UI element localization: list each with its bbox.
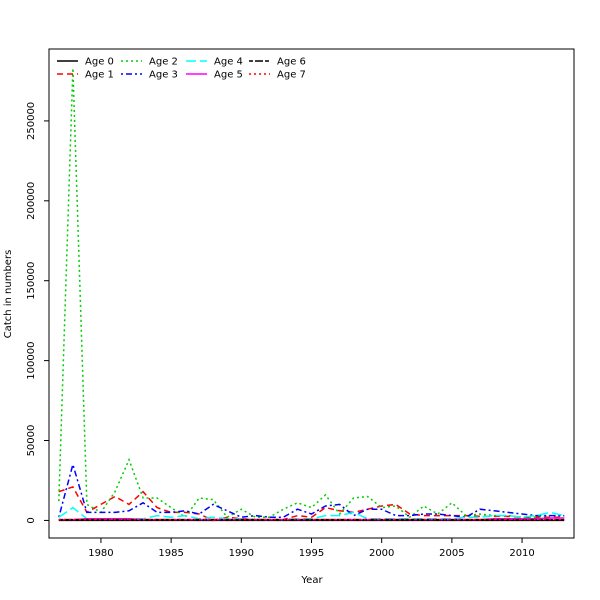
y-tick-label: 0 xyxy=(26,517,37,523)
x-tick-label: 2005 xyxy=(439,548,464,559)
series-line-age-1 xyxy=(58,485,565,522)
legend-label: Age 5 xyxy=(214,70,243,81)
series-line-age-2 xyxy=(58,68,565,519)
x-axis-title: Year xyxy=(300,575,323,586)
y-axis-title: Catch in numbers xyxy=(3,250,14,339)
axes-layer: 1980 1985 1990 1995 2000 2005 2010 0 50000 100000… xyxy=(26,102,535,559)
x-tick-label: 2000 xyxy=(369,548,394,559)
y-tick-label: 50000 xyxy=(26,425,37,457)
series-line-age-4 xyxy=(58,506,565,521)
x-tick-label: 1995 xyxy=(299,548,324,559)
x-tick-label: 1990 xyxy=(229,548,254,559)
legend-label: Age 7 xyxy=(277,70,306,81)
legend-label: Age 1 xyxy=(85,70,114,81)
legend-label: Age 4 xyxy=(214,57,243,68)
y-tick-label: 100000 xyxy=(26,342,37,380)
legend-label: Age 3 xyxy=(149,70,178,81)
plot-frame xyxy=(48,48,575,539)
y-tick-label: 200000 xyxy=(26,182,37,220)
y-tick-label: 250000 xyxy=(26,102,37,140)
legend-label: Age 0 xyxy=(85,57,114,68)
legend-label: Age 2 xyxy=(149,57,178,68)
legend: Age 0 Age 1 Age 2 Age 3 Age 4 Age 5 Age 6 Age 7 xyxy=(57,57,306,81)
x-tick-label: 1980 xyxy=(88,548,113,559)
legend-label: Age 6 xyxy=(277,57,306,68)
series-layer xyxy=(58,68,565,522)
y-tick-label: 150000 xyxy=(26,262,37,300)
x-tick-label: 2010 xyxy=(509,548,534,559)
series-line-age-3 xyxy=(58,461,565,518)
x-tick-label: 1985 xyxy=(158,548,183,559)
